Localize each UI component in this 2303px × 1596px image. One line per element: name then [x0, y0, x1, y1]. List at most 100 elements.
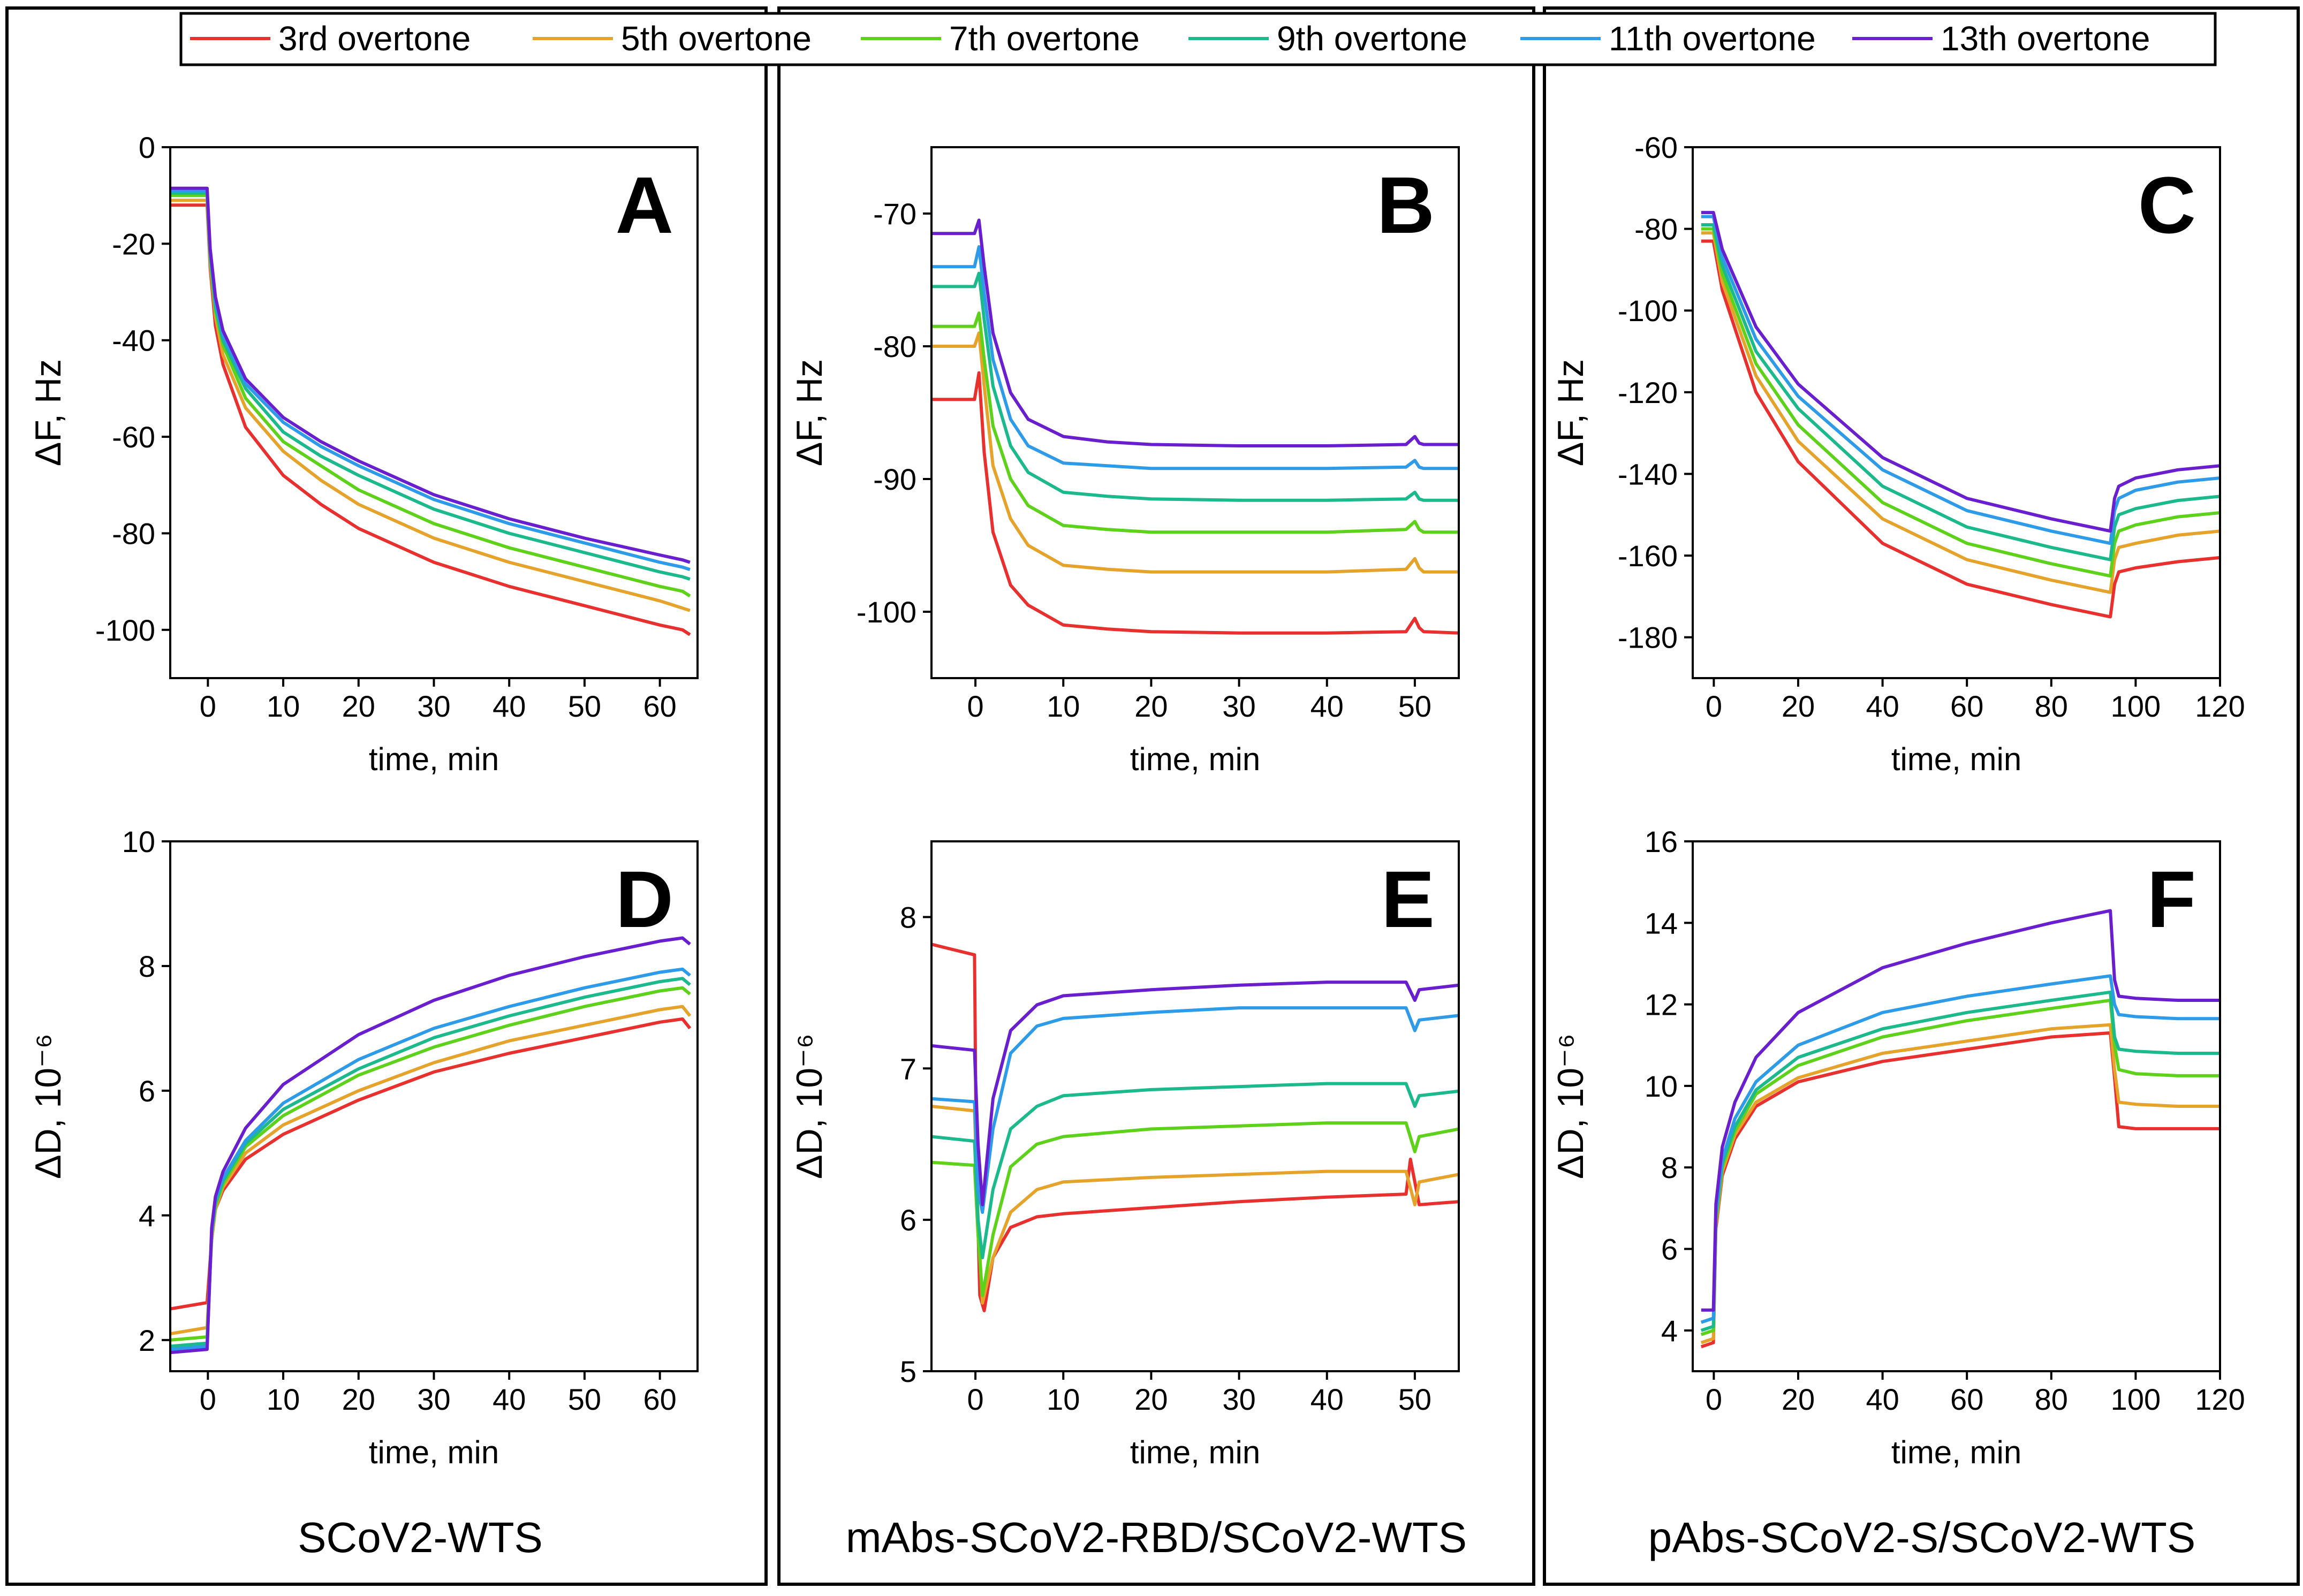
panel-f-series — [1700, 909, 2220, 1349]
panel-f-xtick-label: 40 — [1866, 1382, 1899, 1416]
panel-c-xtick-label: 100 — [2111, 689, 2161, 723]
panel-d-xtick-label: 40 — [493, 1382, 526, 1416]
panel-a-xtick-label: 50 — [568, 689, 601, 723]
panel-c-series-9th-overtone — [1701, 223, 2220, 561]
panel-a-xtick-label: 10 — [267, 689, 300, 723]
panel-f-ytick-label: 14 — [1645, 906, 1678, 940]
panel-e-ylabel: ΔD, 10⁻⁶ — [789, 1033, 830, 1179]
panel-e: 0 10 20 30 40 50 5 6 7 8 time, min ΔD, 10⁻⁶ E — [789, 840, 1460, 1470]
panel-c-ytick-label: -80 — [1634, 212, 1678, 246]
legend-label-13th-overtone: 13th overtone — [1941, 19, 2150, 58]
column-frame-middle — [777, 6, 1535, 1586]
panel-f-ytick-label: 4 — [1661, 1314, 1678, 1348]
panel-e-xtick-label: 20 — [1134, 1382, 1168, 1416]
panel-f-letter: F — [2147, 854, 2196, 944]
panel-c-ytick-label: -160 — [1618, 539, 1678, 573]
panel-c: 0 20 40 60 80 100 120 -60 -80 -100 -120 -140 -160 -18… — [1550, 131, 2245, 777]
panel-e-xtick-label: 40 — [1310, 1382, 1344, 1416]
panel-d-xtick-label: 50 — [568, 1382, 601, 1416]
panel-f-xlabel: time, min — [1891, 1434, 2021, 1470]
panel-d-ytick-label: 10 — [122, 825, 155, 858]
panel-c-letter: C — [2138, 160, 2196, 250]
panel-c-series-7th-overtone — [1701, 227, 2220, 578]
panel-e-xtick-label: 0 — [967, 1382, 984, 1416]
panel-b-ytick-label: -100 — [857, 595, 916, 629]
panel-d-xtick-label: 20 — [342, 1382, 375, 1416]
panel-e-ytick-label: 6 — [900, 1203, 916, 1237]
panel-b-xtick-label: 30 — [1222, 689, 1255, 723]
panel-f-xtick-label: 80 — [2035, 1382, 2068, 1416]
panel-d-ytick-label: 8 — [139, 949, 155, 983]
panel-d-ytick-label: 2 — [139, 1324, 155, 1357]
panel-d-ytick-label: 6 — [139, 1074, 155, 1108]
panel-b-letter: B — [1377, 160, 1435, 250]
panel-c-plot-frame — [1692, 146, 2221, 679]
panel-e-xtick-label: 30 — [1222, 1382, 1255, 1416]
panel-d-xtick-label: 60 — [643, 1382, 676, 1416]
column-frame-left — [5, 6, 768, 1586]
panel-b-series-3rd-overtone — [931, 371, 1459, 635]
legend-label-9th-overtone: 9th overtone — [1277, 19, 1467, 58]
legend-label-5th-overtone: 5th overtone — [621, 19, 812, 58]
panel-c-ytick-label: -60 — [1634, 131, 1678, 164]
legend: 3rd overtone 5th overtone 7th overtone 9th … — [179, 12, 2217, 66]
panel-b-xtick-label: 10 — [1047, 689, 1080, 723]
panel-a-xtick-label: 30 — [417, 689, 450, 723]
panel-b-xtick-label: 0 — [967, 689, 984, 723]
panel-b-series-9th-overtone — [931, 271, 1459, 502]
panel-c-series-5th-overtone — [1701, 231, 2220, 594]
panel-d-xlabel: time, min — [369, 1434, 499, 1470]
panel-c-series-11th-overtone — [1701, 215, 2220, 545]
panel-a-xlabel: time, min — [369, 741, 499, 777]
panel-c-ytick-label: -120 — [1618, 376, 1678, 409]
panel-d-xtick-label: 30 — [417, 1382, 450, 1416]
panel-d-ytick-label: 4 — [139, 1199, 155, 1233]
panel-e-xtick-label: 50 — [1398, 1382, 1431, 1416]
panel-e-plot-frame — [930, 840, 1460, 1372]
panel-b-series — [931, 218, 1459, 635]
panel-c-series-3rd-overtone — [1701, 239, 2220, 619]
panel-e-letter: E — [1381, 854, 1435, 944]
panel-e-ytick-label: 5 — [900, 1355, 916, 1388]
panel-c-series — [1701, 211, 2220, 619]
panel-e-ytick-label: 7 — [900, 1052, 916, 1085]
panel-a-ytick-label: -60 — [112, 420, 155, 454]
panel-e-xtick-label: 10 — [1047, 1382, 1080, 1416]
panel-d-series-13th-overtone — [170, 936, 691, 1355]
panel-b-series-5th-overtone — [931, 331, 1459, 574]
panel-a-ytick-label: -20 — [112, 227, 155, 261]
panel-f-ytick-label: 6 — [1661, 1233, 1678, 1266]
panel-b-plot-frame — [930, 146, 1460, 679]
panel-e-series-11th-overtone — [931, 1006, 1459, 1214]
panel-a-series — [170, 186, 691, 636]
panel-c-xtick-label: 60 — [1950, 689, 1983, 723]
panel-b-ytick-label: -90 — [873, 462, 916, 496]
legend-label-3rd-overtone: 3rd overtone — [278, 19, 471, 58]
panel-b-series-13th-overtone — [931, 218, 1459, 447]
panel-c-xtick-label: 20 — [1782, 689, 1815, 723]
panel-d-letter: D — [616, 854, 673, 944]
panel-c-ylabel: ΔF, Hz — [1550, 359, 1591, 466]
caption-right: pAbs-SCoV2-S/SCoV2-WTS — [1648, 1514, 2196, 1561]
panel-f-ytick-label: 12 — [1645, 988, 1678, 1022]
legend-label-7th-overtone: 7th overtone — [949, 19, 1140, 58]
caption-middle: mAbs-SCoV2-RBD/SCoV2-WTS — [846, 1514, 1467, 1561]
panel-a: 0 10 20 30 40 50 60 0 -20 -40 -60 -80 -100 time, min Δ… — [28, 131, 699, 777]
panel-f-xtick-label: 120 — [2195, 1382, 2245, 1416]
panel-b-series-11th-overtone — [931, 245, 1459, 470]
panel-b-ytick-label: -70 — [873, 197, 916, 231]
panel-e-series-13th-overtone — [931, 981, 1459, 1206]
panel-a-series-13th-overtone — [170, 186, 691, 564]
panel-e-xlabel: time, min — [1130, 1434, 1260, 1470]
panel-c-ytick-label: -140 — [1618, 457, 1678, 491]
panel-f-xtick-label: 20 — [1782, 1382, 1815, 1416]
panel-b-ytick-label: -80 — [873, 330, 916, 363]
panel-e-series-7th-overtone — [931, 1121, 1459, 1297]
panel-f-series-11th-overtone — [1700, 974, 2220, 1324]
panel-b-xtick-label: 40 — [1310, 689, 1344, 723]
panel-e-series — [931, 943, 1459, 1312]
panel-c-ytick-label: -180 — [1618, 621, 1678, 655]
panel-f-ytick-label: 16 — [1645, 825, 1678, 858]
panel-f-series-13th-overtone — [1701, 909, 2220, 1312]
